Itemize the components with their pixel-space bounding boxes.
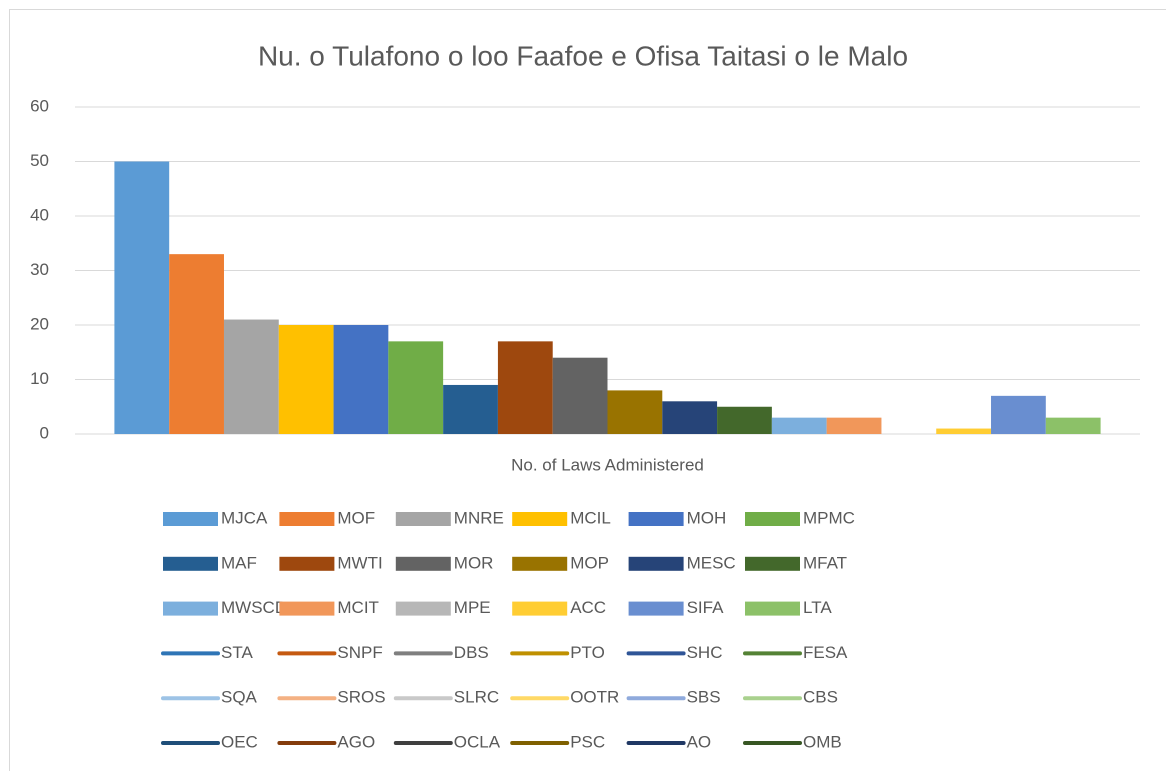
legend-label: PSC [570,732,605,751]
y-tick-label: 20 [30,314,49,333]
legend-label: AO [687,732,712,751]
legend-label: MWTI [337,553,382,572]
legend-label: PTO [570,643,605,662]
legend-label: MWSCD [221,598,287,617]
legend-label: FESA [803,643,848,662]
legend-swatch [745,512,800,526]
legend-swatch [396,512,451,526]
legend-label: MOR [454,553,494,572]
bar [827,418,882,434]
legend-swatch [512,512,567,526]
legend-label: SROS [337,688,385,707]
bar [388,341,443,434]
legend-swatch [163,602,218,616]
legend-label: MPMC [803,508,855,527]
legend-swatch [279,512,334,526]
y-tick-label: 30 [30,260,49,279]
bar [662,401,717,434]
bar [279,325,334,434]
legend-label: MOF [337,508,375,527]
legend-label: SLRC [454,688,499,707]
legend-label: SQA [221,688,258,707]
bar [443,385,498,434]
legend-label: MCIL [570,508,611,527]
legend-swatch [279,557,334,571]
bar [717,407,772,434]
legend-swatch [629,557,684,571]
legend-label: SHC [687,643,723,662]
legend-label: SBS [687,688,721,707]
x-tick-label: No. of Laws Administered [511,455,704,474]
legend-label: MOP [570,553,609,572]
legend-label: MOH [687,508,727,527]
legend-label: MPE [454,598,491,617]
legend-label: OOTR [570,688,619,707]
legend-swatch [512,557,567,571]
legend-swatch [163,557,218,571]
legend-swatch [396,557,451,571]
legend-label: MFAT [803,553,847,572]
legend-label: MAF [221,553,257,572]
legend-label: ACC [570,598,606,617]
bar [772,418,827,434]
bar [334,325,389,434]
legend-swatch [745,602,800,616]
y-tick-label: 0 [40,423,49,442]
legend-swatch [629,512,684,526]
legend-swatch [279,602,334,616]
legend-label: MNRE [454,508,504,527]
legend-label: MESC [687,553,736,572]
bar [553,358,608,434]
legend-label: STA [221,643,253,662]
legend-label: MJCA [221,508,268,527]
legend-label: DBS [454,643,489,662]
legend-label: OEC [221,732,258,751]
y-tick-label: 40 [30,205,49,224]
y-tick-label: 10 [30,369,49,388]
y-tick-label: 60 [30,96,49,115]
bar [114,162,169,435]
legend-swatch [512,602,567,616]
legend-swatch [163,512,218,526]
bar [169,254,224,434]
legend-swatch [745,557,800,571]
legend-label: AGO [337,732,375,751]
legend-label: OCLA [454,732,501,751]
legend-label: LTA [803,598,832,617]
legend-label: CBS [803,688,838,707]
legend-swatch [396,602,451,616]
legend-swatch [629,602,684,616]
bar [1046,418,1101,434]
legend-label: OMB [803,732,842,751]
legend-label: MCIT [337,598,379,617]
chart-title: Nu. o Tulafono o loo Faafoe e Ofisa Tait… [258,40,908,71]
y-tick-label: 50 [30,151,49,170]
bar [224,320,279,434]
legend-label: SNPF [337,643,382,662]
bar [991,396,1046,434]
legend-label: SIFA [687,598,725,617]
bar [608,390,663,434]
bar [498,341,553,434]
bar [936,429,991,434]
